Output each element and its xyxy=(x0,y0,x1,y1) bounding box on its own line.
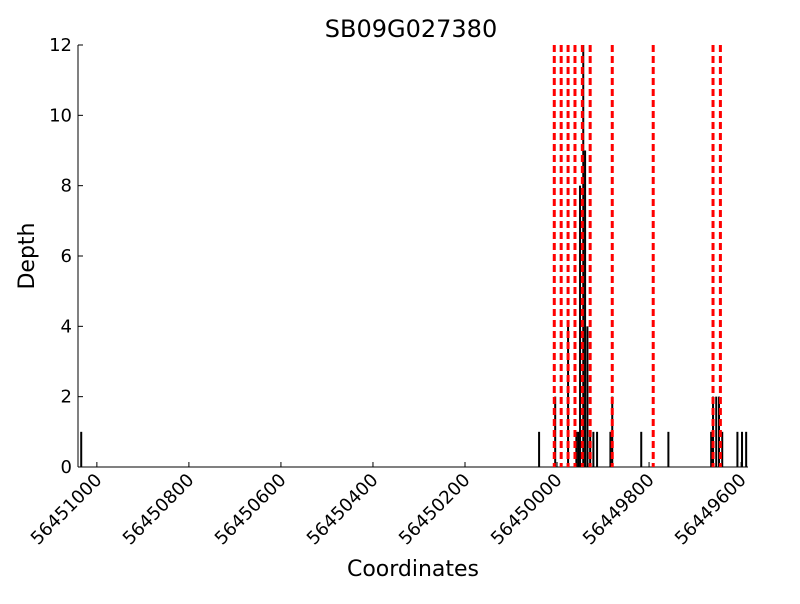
y-tick-label: 10 xyxy=(49,105,72,126)
y-tick-label: 8 xyxy=(61,176,72,197)
y-tick-label: 4 xyxy=(61,316,72,337)
y-tick-label: 0 xyxy=(61,457,72,478)
x-axis-label: Coordinates xyxy=(347,557,479,582)
y-tick-label: 6 xyxy=(61,246,72,267)
chart-title: SB09G027380 xyxy=(325,15,497,43)
y-tick-label: 2 xyxy=(61,387,72,408)
y-tick-label: 12 xyxy=(49,35,72,56)
y-axis-label: Depth xyxy=(15,222,40,289)
